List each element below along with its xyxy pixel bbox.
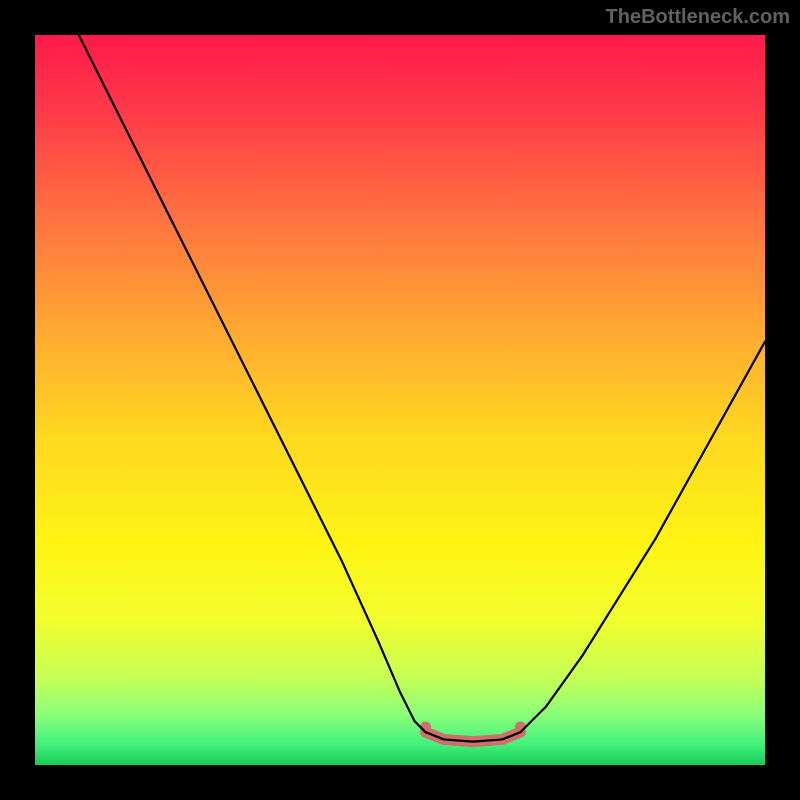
bottleneck-curve — [79, 35, 765, 742]
valley-highlight-band — [420, 722, 526, 742]
watermark-text: TheBottleneck.com — [606, 6, 790, 29]
chart-plot-area — [35, 35, 765, 765]
chart-curve-layer — [35, 35, 765, 765]
